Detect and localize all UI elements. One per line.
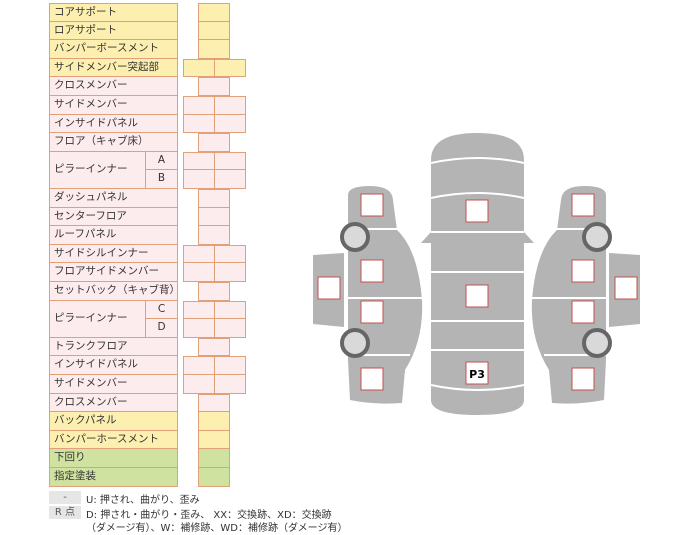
row-label: バックパネル [49, 412, 178, 431]
rating-cell[interactable] [198, 449, 230, 468]
row-label: セットバック（キャブ背） [49, 282, 178, 301]
row-label: クロスメンバー [49, 393, 178, 413]
rating-cell[interactable] [214, 356, 246, 375]
marker-box [360, 259, 384, 283]
rating-cell[interactable] [214, 244, 246, 264]
marker-box [571, 259, 595, 283]
marker-box [571, 193, 595, 217]
row-label: 指定塗装 [49, 468, 178, 487]
rating-cell[interactable] [214, 375, 246, 394]
rating-cell[interactable] [214, 151, 246, 171]
rating-cell[interactable] [214, 96, 246, 115]
row-sublabel: B [145, 170, 178, 189]
legend-line-3: （ダメージ有）、W：補修跡、WD：補修跡（ダメージ有） [86, 523, 348, 534]
marker-box [360, 300, 384, 324]
legend-line-1: U: 押され、曲がり、歪み [86, 495, 200, 506]
row-label: サイドシルインナー [49, 244, 178, 264]
rating-cell[interactable] [214, 58, 246, 78]
marker-box-p3 [465, 361, 489, 385]
row-label: インサイドパネル [49, 356, 178, 375]
rating-cell[interactable] [198, 393, 230, 413]
wheel-icon [340, 328, 370, 358]
car-right-side [531, 186, 606, 404]
row-sublabel: D [145, 319, 178, 338]
row-label: フロアサイドメンバー [49, 263, 178, 282]
rating-cell[interactable] [198, 412, 230, 431]
marker-box [360, 367, 384, 391]
rating-cell[interactable] [214, 114, 246, 134]
row-label: ピラーインナー [49, 300, 146, 338]
rating-cell[interactable] [198, 3, 230, 22]
rating-cell[interactable] [198, 21, 230, 41]
row-label: ルーフパネル [49, 226, 178, 245]
rating-cell[interactable] [198, 207, 230, 227]
row-label: バンパーホースメント [49, 430, 178, 450]
marker-label: P3 [469, 368, 485, 381]
marker-box [317, 276, 341, 300]
rating-cell[interactable] [214, 263, 246, 282]
rating-cell[interactable] [198, 337, 230, 357]
wheel-icon [582, 328, 612, 358]
wheels [340, 222, 612, 358]
row-label: インサイドパネル [49, 114, 178, 134]
row-label: サイドメンバー [49, 96, 178, 115]
car-left-side [348, 186, 423, 404]
rating-cell[interactable] [198, 430, 230, 450]
row-sublabel: A [145, 151, 178, 171]
marker-box [571, 300, 595, 324]
rating-cell[interactable] [214, 300, 246, 320]
marker-box [465, 199, 489, 223]
rating-cell[interactable] [198, 189, 230, 208]
wheel-icon [340, 222, 370, 252]
marker-box [571, 367, 595, 391]
row-label: クロスメンバー [49, 77, 178, 96]
row-sublabel: C [145, 300, 178, 320]
row-label: フロア（キャブ床） [49, 133, 178, 152]
legend-line-2: D: 押され・曲がり・歪み、 XX：交換跡、XD：交換跡 [86, 510, 332, 521]
row-label: センターフロア [49, 207, 178, 227]
row-label: サイドメンバー突起部 [49, 58, 178, 78]
row-label: ダッシュパネル [49, 189, 178, 208]
rating-cell[interactable] [198, 77, 230, 96]
row-label: バンパーボースメント [49, 40, 178, 59]
rating-cell[interactable] [198, 282, 230, 301]
row-label: サイドメンバー [49, 375, 178, 394]
row-label: トランクフロア [49, 337, 178, 357]
car-top-view [421, 133, 534, 415]
wheel-icon [582, 222, 612, 252]
row-label: ロアサポート [49, 21, 178, 41]
row-label: コアサポート [49, 3, 178, 22]
legend-tag-dash: - [49, 491, 81, 504]
rating-cell[interactable] [198, 40, 230, 59]
rating-cell[interactable] [198, 226, 230, 245]
rating-cell[interactable] [214, 170, 246, 189]
marker-box [465, 284, 489, 308]
marker-box [360, 193, 384, 217]
row-label: ピラーインナー [49, 151, 146, 189]
rating-cell[interactable] [198, 133, 230, 152]
legend-tag-r: R 点 [49, 506, 81, 519]
rating-cell[interactable] [198, 468, 230, 487]
rating-cell[interactable] [214, 319, 246, 338]
row-label: 下回り [49, 449, 178, 468]
marker-box [614, 276, 638, 300]
